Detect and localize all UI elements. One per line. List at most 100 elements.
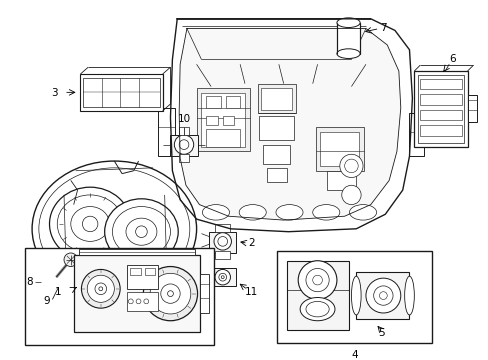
- Circle shape: [174, 135, 193, 154]
- Circle shape: [156, 281, 163, 289]
- Circle shape: [218, 237, 227, 246]
- Text: 4: 4: [350, 350, 357, 360]
- Bar: [209, 269, 236, 286]
- Ellipse shape: [39, 168, 189, 290]
- Bar: [201, 93, 244, 147]
- Circle shape: [87, 275, 114, 302]
- Ellipse shape: [312, 204, 339, 220]
- Text: 1: 1: [55, 287, 61, 297]
- Bar: [419, 79, 461, 89]
- Polygon shape: [179, 28, 400, 220]
- Bar: [127, 292, 158, 311]
- Ellipse shape: [351, 276, 360, 315]
- Bar: [81, 74, 163, 111]
- Bar: [315, 127, 363, 171]
- Bar: [83, 78, 160, 107]
- Text: 2: 2: [248, 238, 255, 248]
- Circle shape: [298, 261, 336, 300]
- Bar: [419, 94, 461, 105]
- Bar: [206, 116, 218, 125]
- Circle shape: [64, 253, 78, 266]
- Ellipse shape: [336, 49, 359, 58]
- Ellipse shape: [305, 301, 328, 317]
- Ellipse shape: [57, 195, 123, 253]
- Bar: [408, 113, 423, 156]
- Ellipse shape: [239, 204, 266, 220]
- Circle shape: [143, 299, 148, 304]
- Text: 6: 6: [449, 54, 455, 64]
- Text: 3: 3: [51, 88, 58, 98]
- Bar: [419, 125, 461, 136]
- Ellipse shape: [71, 207, 109, 241]
- Text: 10: 10: [177, 114, 190, 125]
- Circle shape: [70, 283, 78, 291]
- Circle shape: [99, 287, 102, 291]
- Circle shape: [215, 269, 230, 285]
- Circle shape: [128, 299, 133, 304]
- Bar: [199, 274, 209, 313]
- Ellipse shape: [126, 218, 157, 245]
- Bar: [170, 135, 197, 156]
- Text: 5: 5: [377, 328, 384, 338]
- Bar: [263, 145, 290, 164]
- Circle shape: [161, 284, 180, 303]
- Bar: [145, 267, 155, 275]
- Bar: [259, 116, 294, 140]
- Bar: [419, 110, 461, 120]
- Ellipse shape: [404, 276, 413, 315]
- Text: 9: 9: [43, 296, 50, 306]
- Ellipse shape: [300, 297, 334, 321]
- Circle shape: [221, 276, 224, 279]
- Bar: [25, 248, 214, 345]
- Ellipse shape: [112, 207, 170, 257]
- Ellipse shape: [32, 161, 196, 297]
- Circle shape: [150, 273, 190, 314]
- Ellipse shape: [135, 226, 147, 238]
- Polygon shape: [170, 19, 411, 232]
- Circle shape: [373, 286, 392, 305]
- Circle shape: [312, 275, 322, 285]
- Ellipse shape: [336, 18, 359, 27]
- Ellipse shape: [275, 204, 303, 220]
- Circle shape: [305, 269, 328, 292]
- Circle shape: [344, 159, 358, 173]
- Bar: [196, 89, 249, 152]
- Ellipse shape: [82, 216, 98, 232]
- Bar: [261, 89, 292, 110]
- Circle shape: [81, 269, 120, 308]
- Bar: [413, 71, 467, 147]
- Circle shape: [214, 233, 231, 250]
- Bar: [68, 282, 80, 292]
- Circle shape: [143, 266, 197, 321]
- Bar: [286, 261, 349, 330]
- Bar: [127, 265, 158, 289]
- Bar: [206, 129, 240, 147]
- Circle shape: [136, 299, 141, 304]
- Bar: [158, 108, 175, 156]
- Bar: [326, 171, 356, 190]
- Ellipse shape: [104, 199, 178, 265]
- Bar: [79, 249, 194, 255]
- Bar: [257, 84, 296, 113]
- Bar: [417, 75, 463, 143]
- Bar: [225, 96, 240, 108]
- Bar: [129, 267, 141, 275]
- Bar: [336, 23, 359, 54]
- Ellipse shape: [349, 204, 376, 220]
- Circle shape: [339, 154, 362, 177]
- Text: 11: 11: [244, 287, 258, 297]
- Circle shape: [365, 278, 400, 313]
- Text: 8: 8: [26, 277, 32, 287]
- Circle shape: [95, 283, 106, 294]
- Text: 7: 7: [379, 23, 386, 33]
- Circle shape: [167, 291, 173, 297]
- Bar: [215, 224, 230, 232]
- Bar: [179, 154, 188, 162]
- Bar: [467, 95, 476, 122]
- Bar: [356, 273, 408, 319]
- Circle shape: [219, 273, 226, 281]
- Bar: [222, 116, 234, 125]
- Circle shape: [341, 185, 360, 204]
- Bar: [74, 255, 199, 332]
- Bar: [209, 232, 236, 253]
